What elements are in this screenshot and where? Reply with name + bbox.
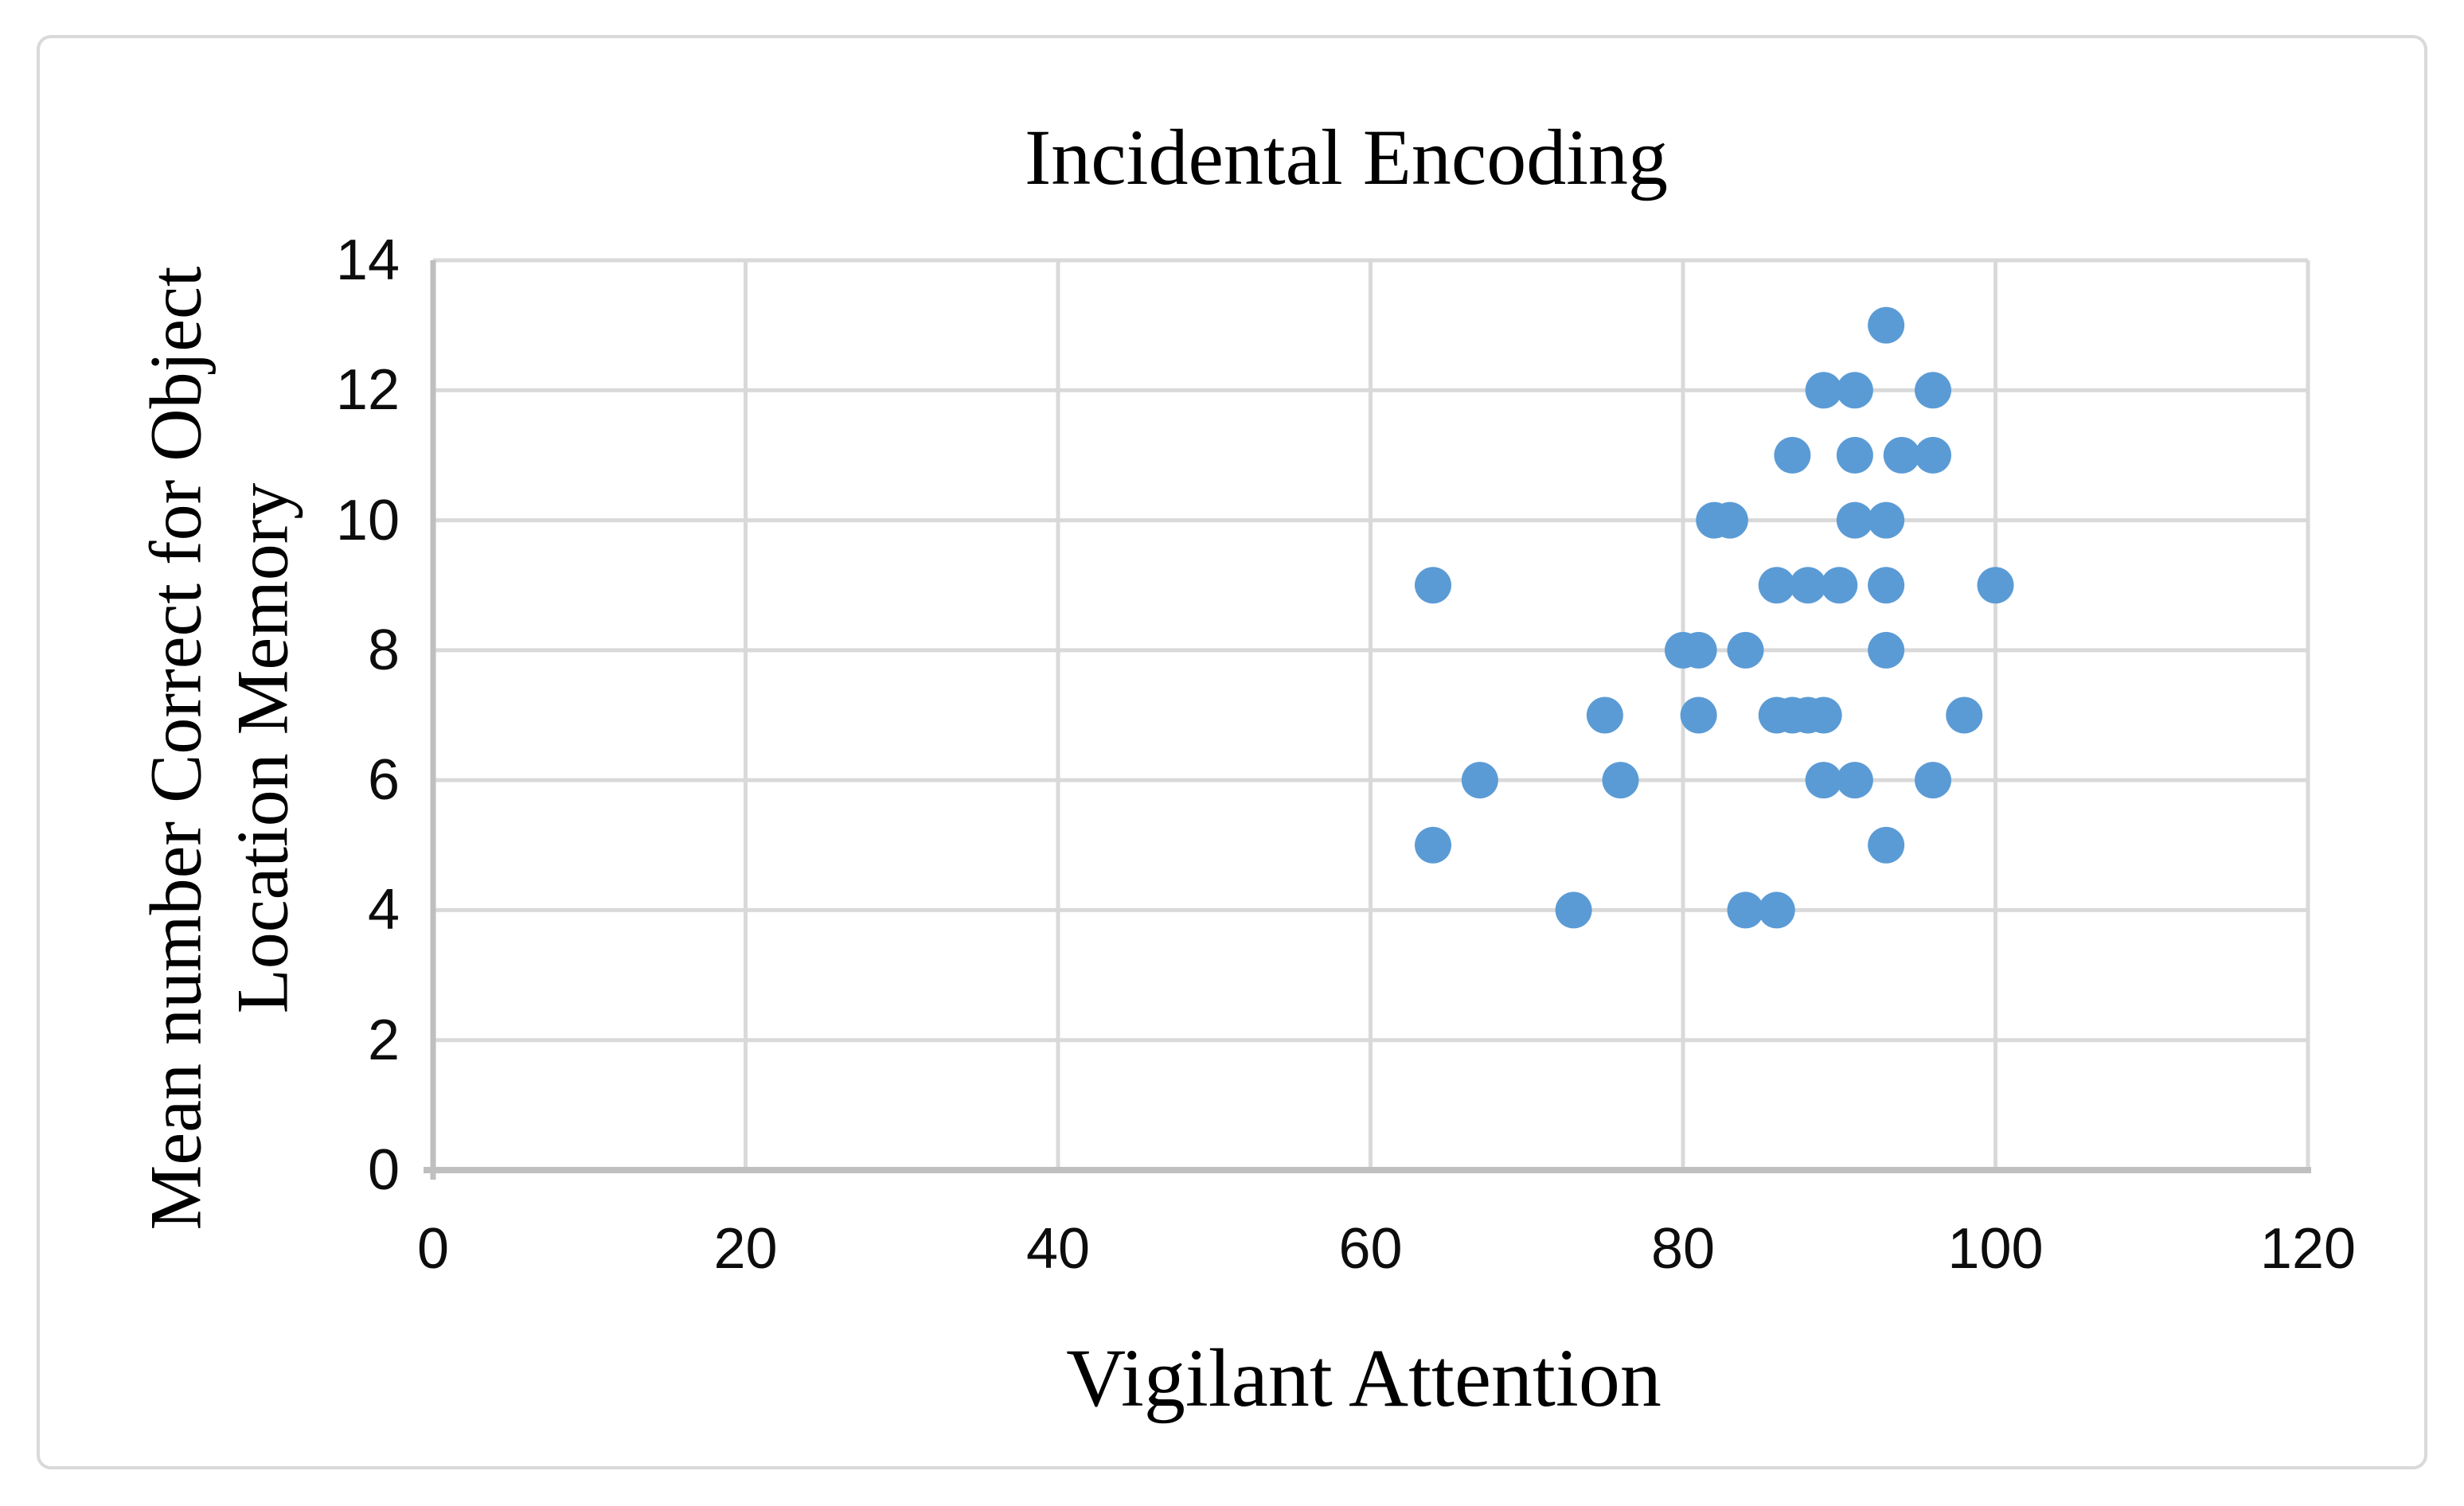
- scatter-point: [1727, 892, 1764, 929]
- scatter-point: [1915, 436, 1951, 474]
- y-tick-label: 10: [335, 488, 400, 552]
- scatter-point: [1711, 501, 1748, 539]
- x-tick-label: 40: [1025, 1217, 1091, 1281]
- scatter-point: [1680, 696, 1717, 734]
- scatter-point: [1868, 567, 1905, 604]
- scatter-point: [1821, 567, 1858, 604]
- scatter-point: [1415, 826, 1451, 864]
- y-tick-label: 14: [335, 228, 400, 292]
- scatter-point: [1836, 762, 1873, 799]
- scatter-point: [1946, 696, 1983, 734]
- scatter-point: [1555, 892, 1592, 929]
- scatter-point: [1758, 892, 1795, 929]
- scatter-point: [1836, 501, 1873, 539]
- scatter-point: [1774, 436, 1811, 474]
- scatter-point: [1915, 762, 1951, 799]
- scatter-point: [1805, 762, 1842, 799]
- y-axis-title-line1: Mean number Correct for Object: [135, 266, 217, 1231]
- scatter-point: [1868, 306, 1905, 344]
- scatter-point: [1836, 436, 1873, 474]
- y-tick-label: 8: [367, 618, 400, 682]
- x-tick-label: 60: [1338, 1217, 1403, 1281]
- scatter-point: [1868, 826, 1905, 864]
- x-axis-title: Vigilant Attention: [1066, 1332, 1662, 1424]
- x-tick-label: 100: [1947, 1217, 2044, 1281]
- scatter-point: [1805, 696, 1842, 734]
- scatter-point: [1461, 762, 1498, 799]
- chart-title: Incidental Encoding: [1024, 113, 1669, 201]
- scatter-point: [1680, 631, 1717, 669]
- chart-border: [37, 35, 2427, 1469]
- scatter-point: [1790, 567, 1826, 604]
- x-tick-label: 80: [1650, 1217, 1716, 1281]
- scatter-point: [1586, 696, 1623, 734]
- y-tick-label: 0: [367, 1138, 400, 1202]
- x-tick-label: 120: [2259, 1217, 2357, 1281]
- y-tick-label: 12: [335, 358, 400, 423]
- scatter-point: [1883, 436, 1920, 474]
- x-tick-label: 20: [713, 1217, 778, 1281]
- scatter-point: [1758, 567, 1795, 604]
- y-tick-label: 2: [367, 1008, 400, 1072]
- scatter-point: [1977, 567, 2014, 604]
- scatter-point: [1868, 501, 1905, 539]
- y-tick-label: 6: [367, 748, 400, 813]
- scatter-point: [1805, 372, 1842, 409]
- scatter-point: [1868, 631, 1905, 669]
- y-tick-label: 4: [367, 878, 400, 942]
- x-tick-label: 0: [416, 1217, 450, 1281]
- scatter-point: [1836, 372, 1873, 409]
- scatter-point: [1415, 567, 1451, 604]
- scatter-point: [1602, 762, 1639, 799]
- scatter-point: [1915, 372, 1951, 409]
- scatter-point: [1727, 631, 1764, 669]
